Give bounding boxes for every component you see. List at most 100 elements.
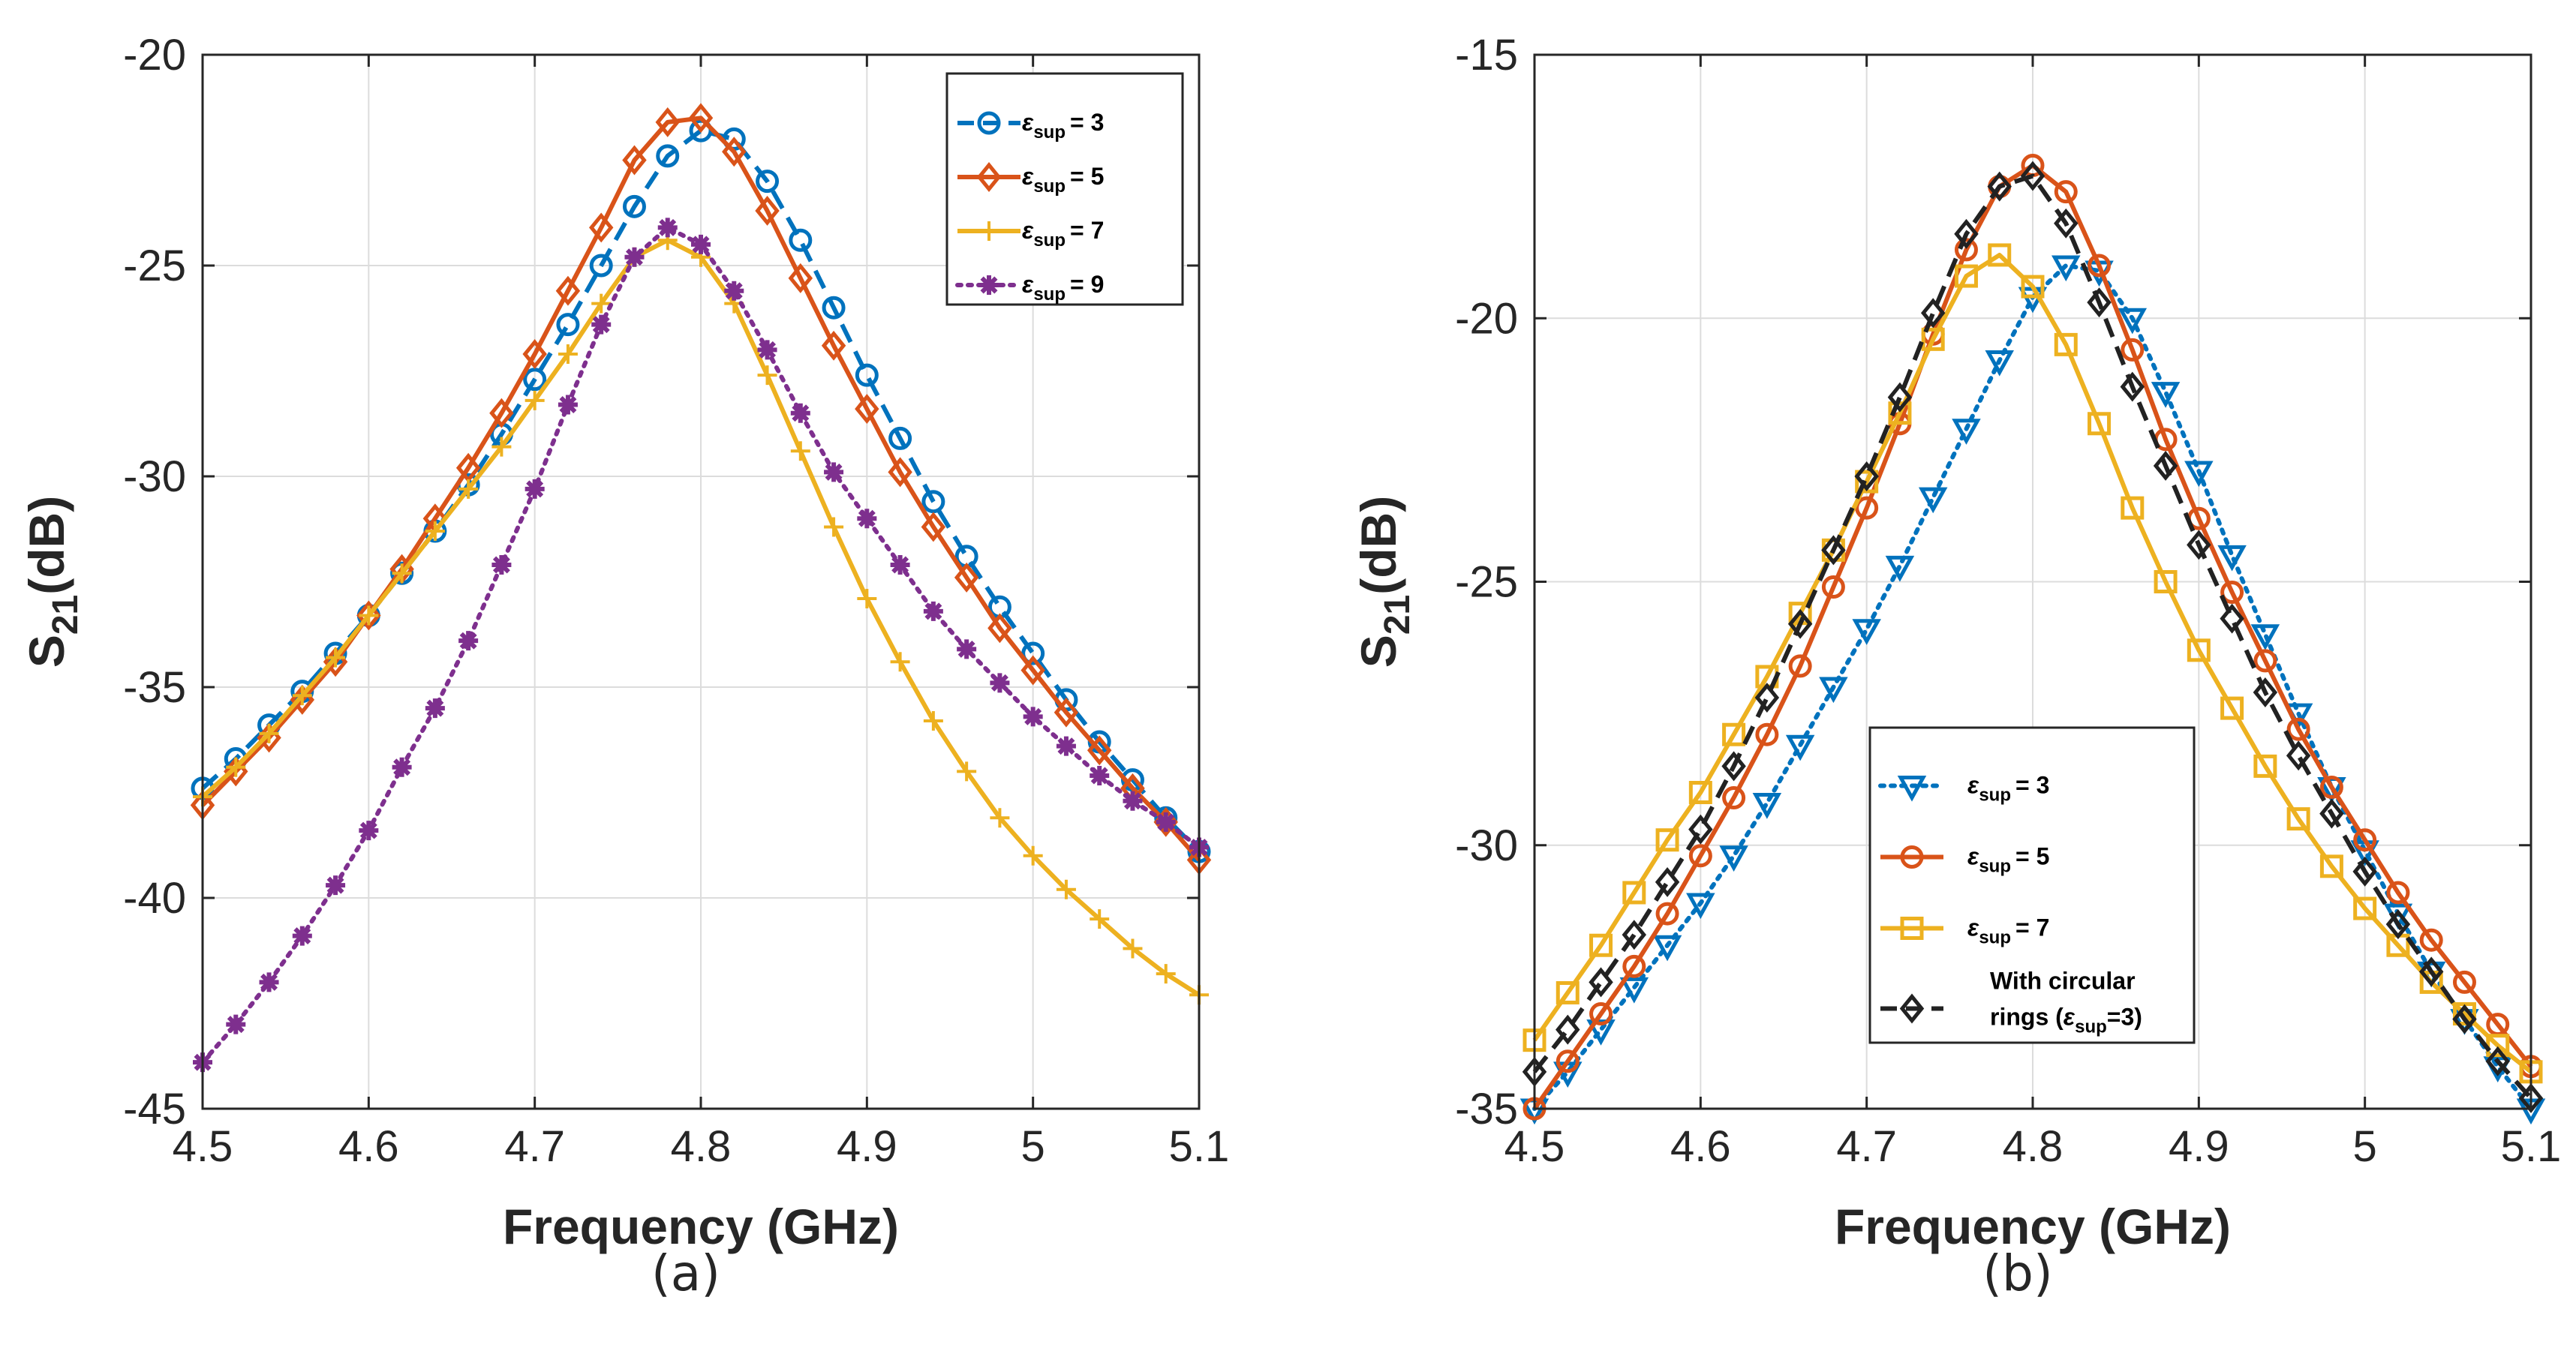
data-point-a-3 [425,521,445,542]
data-point-b-4 [2518,1082,2544,1113]
data-point-a-4 [1090,766,1110,786]
data-point-a-3 [890,652,910,672]
data-point-b-1 [2217,545,2247,572]
data-point-b-2 [1855,496,1879,520]
data-point-a-4 [591,314,612,335]
x-axis-label-a: Frequency (GHz) [503,1199,899,1254]
data-point-a-1 [622,194,646,218]
data-point-b-4 [1920,298,1946,329]
data-point-a-2 [688,103,714,134]
data-point-a-3 [525,390,545,410]
legend-label-eps-b-2: ε [1967,843,1979,870]
data-point-b-4 [2385,909,2411,940]
data-point-b-2 [1688,844,1712,868]
data-point-a-4 [757,340,777,360]
x-tick-label-b: 4.5 [1504,1122,1565,1171]
legend-box-b [1868,726,2196,1044]
legend-label-a-2: εsup = 5 [1022,163,1104,197]
data-point-b-1 [1985,350,2014,377]
ticks-b: 4.5 4.6 4.7 4.8 4.9 5 5.1 -35 -30 -25 -20 -15 [1455,31,2561,1171]
legend-label-eps-a-3: ε [1022,217,1034,244]
data-point-a-4 [890,555,910,575]
data-point-b-4 [2253,677,2278,707]
data-point-a-3 [326,647,346,668]
data-point-a-3 [857,588,877,608]
data-point-a-4 [1123,791,1143,811]
legend-marker-b-3 [1900,917,1924,940]
data-point-a-4 [292,926,312,946]
legend-label-a-1: εsup = 3 [1022,109,1104,143]
legend-item-b-1: εsup = 3 [1878,772,2049,806]
legend-item-a-2: εsup = 5 [957,162,1104,197]
data-point-b-2 [1954,238,1978,262]
data-point-a-4 [259,972,279,992]
data-point-a-2 [555,275,581,306]
data-point-a-3 [990,808,1010,828]
legend-item-a-3: εsup = 7 [957,217,1104,251]
data-point-a-4 [1023,707,1043,727]
data-point-a-1 [656,144,680,168]
data-point-b-1 [1819,677,1848,704]
legend-item-b-4: With circular rings (εsup=3) [1880,968,2142,1037]
data-point-a-1 [822,296,846,320]
data-point-b-4 [2319,798,2344,829]
data-point-a-1 [1021,641,1045,665]
data-point-b-2 [2353,828,2377,852]
data-point-b-1 [1652,935,1682,962]
data-point-b-2 [1622,954,1646,978]
data-point-a-1 [888,426,912,450]
legend-marker-a-3 [979,221,999,241]
data-point-a-2 [788,263,813,293]
data-point-a-2 [622,145,647,176]
data-point-b-2 [1655,902,1679,926]
y-axis-label-b: S21(dB) [1351,496,1417,668]
data-point-b-2 [2286,717,2310,741]
data-point-a-1 [523,368,547,392]
data-point-a-3 [558,344,578,365]
y-tick-label-a: -30 [123,452,186,501]
legend-label-pre-b-4: rings ( [1990,1004,2064,1031]
data-point-b-4 [2452,1004,2477,1034]
legend-label-eps-a-1: ε [1022,109,1034,136]
data-point-b-3 [2121,496,2145,520]
data-point-a-3 [458,479,479,499]
x-tick-label-a: 4.7 [504,1122,565,1171]
x-tick-label-a: 4.5 [173,1122,233,1171]
data-point-b-1 [1719,845,1748,872]
legend-label-eps-a-2: ε [1022,163,1034,190]
legend-label-sub-b-3: sup [1979,928,2011,948]
x-tick-label-b: 4.8 [2003,1122,2064,1171]
legend-label-sub-b-4: sup [2075,1017,2107,1037]
caption-a: (a) [651,1244,720,1302]
data-point-b-3 [1921,327,1945,351]
data-point-a-2 [755,195,780,226]
data-point-b-4 [2054,208,2079,239]
legend-label-sub-a-1: sup [1033,122,1066,143]
data-point-b-2 [2319,775,2343,799]
y-tick-label-a: -25 [123,242,186,290]
data-point-b-3 [1888,401,1912,425]
data-point-b-4 [2153,450,2178,481]
y-tick-label-b: -15 [1455,31,1518,80]
legend-item-b-3: εsup = 7 [1880,914,2049,948]
data-point-a-1 [921,490,945,514]
x-tick-label-b: 4.7 [1836,1122,1897,1171]
data-point-b-3 [1589,933,1613,957]
data-point-b-4 [2087,287,2112,318]
data-point-b-3 [1855,470,1879,494]
data-point-a-4 [425,698,445,719]
data-point-a-3 [359,605,379,626]
data-point-b-4 [2485,1046,2510,1076]
data-point-a-3 [923,710,943,731]
data-point-a-4 [990,673,1010,693]
data-point-a-4 [1056,736,1076,756]
y-axis-label-a: S21(dB) [19,496,86,668]
data-point-b-2 [2386,881,2410,905]
data-point-b-4 [1622,920,1647,950]
x-tick-label-a: 5 [1021,1122,1045,1171]
data-point-b-4 [1688,814,1713,845]
data-point-b-4 [2120,371,2145,402]
legend-item-a-4: εsup = 9 [955,271,1104,305]
data-point-b-4 [2020,161,2045,191]
